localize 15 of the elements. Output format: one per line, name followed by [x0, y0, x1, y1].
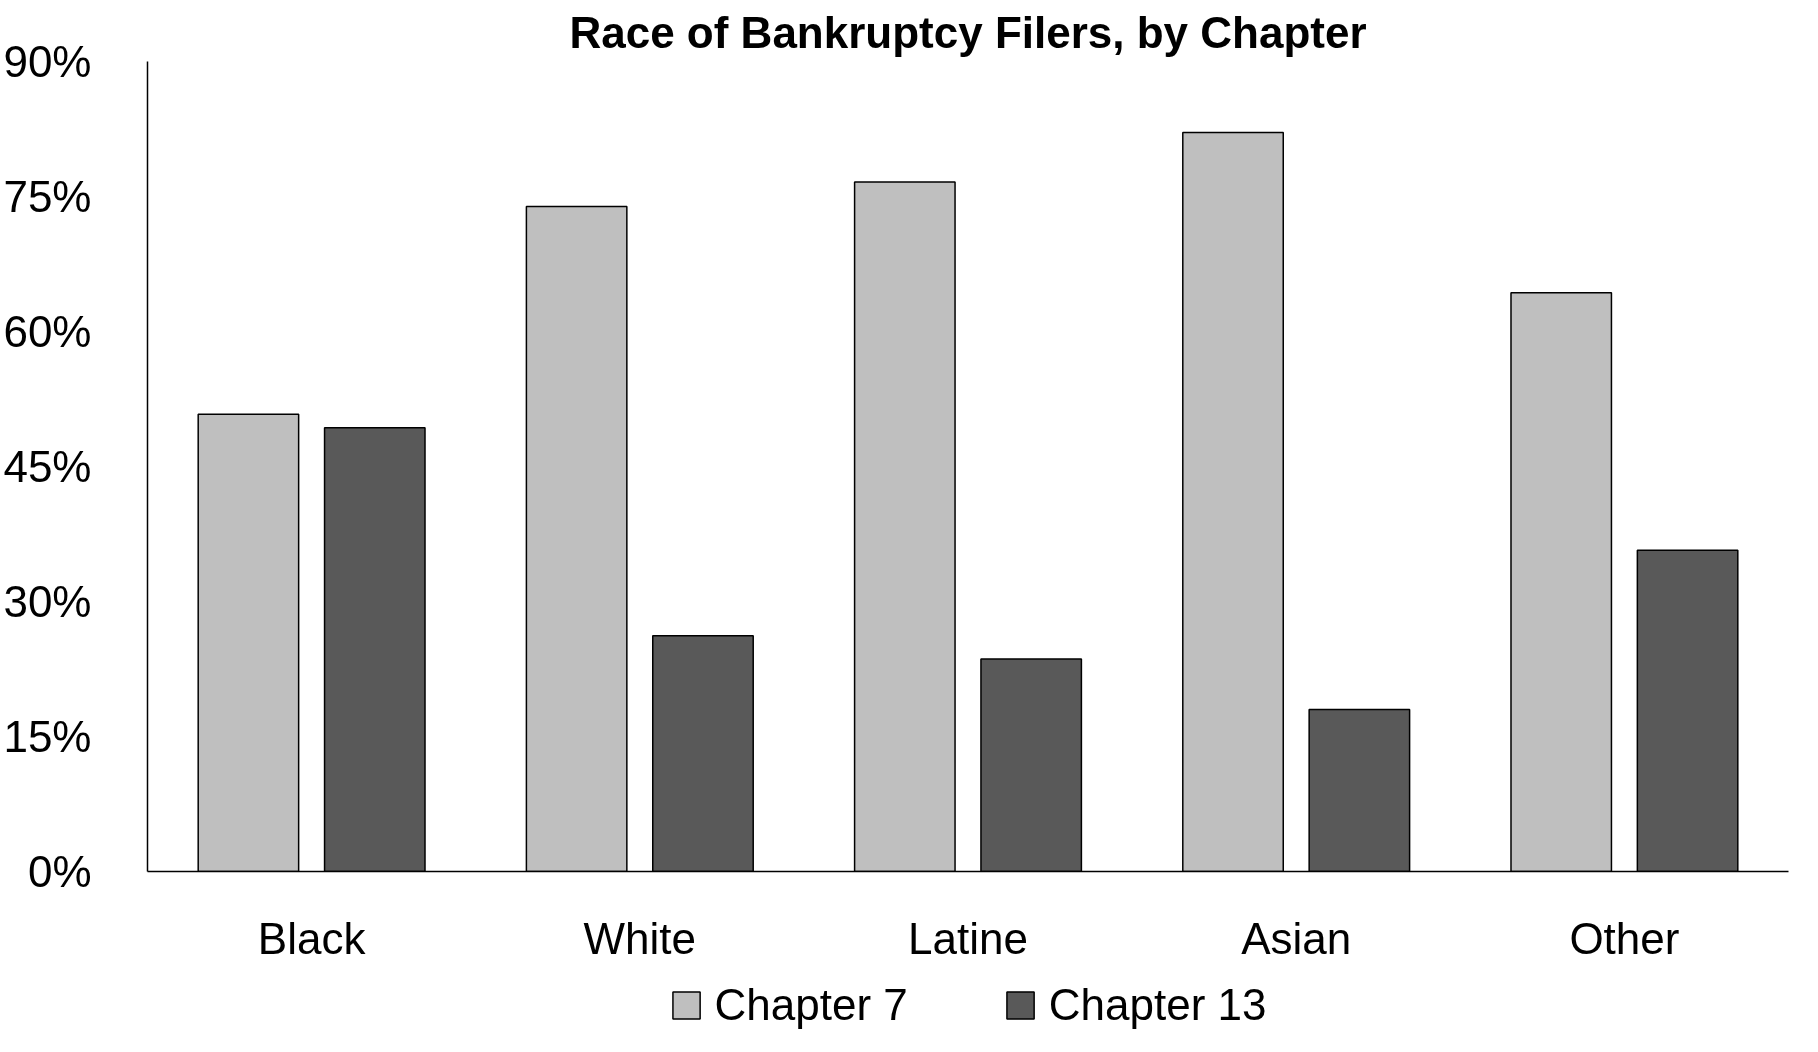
- x-tick-label: Black: [257, 913, 367, 963]
- x-tick-label: Asian: [1241, 913, 1352, 963]
- x-tick-label: Other: [1569, 913, 1680, 963]
- chart-title: Race of Bankruptcy Filers, by Chapter: [569, 7, 1367, 57]
- y-tick-label: 45%: [3, 442, 92, 491]
- y-tick-label: 90%: [3, 37, 92, 86]
- y-tick-label: 30%: [3, 577, 92, 626]
- y-tick-label: 0%: [27, 847, 92, 896]
- legend-label: Chapter 7: [714, 980, 908, 1030]
- x-tick-label: Latine: [908, 913, 1028, 963]
- y-tick-label: 75%: [3, 172, 92, 221]
- y-tick-label: 15%: [3, 712, 92, 761]
- x-tick-label: White: [583, 913, 697, 963]
- legend-label: Chapter 13: [1048, 980, 1267, 1030]
- y-tick-label: 60%: [3, 307, 92, 356]
